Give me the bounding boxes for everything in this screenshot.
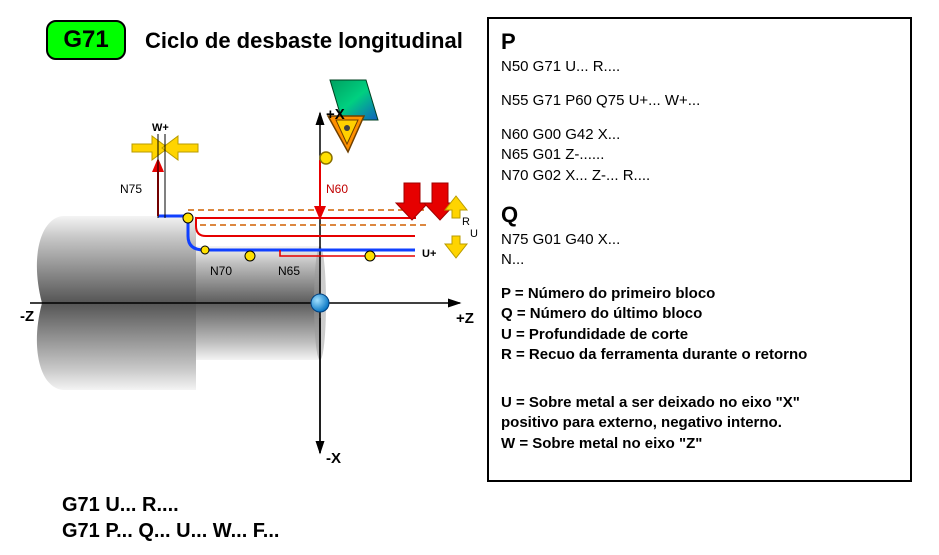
n70-label: N70 bbox=[210, 264, 232, 278]
p-line: N50 G71 U... R.... bbox=[501, 57, 898, 77]
r-label: R bbox=[462, 216, 470, 228]
g-code-badge: G71 bbox=[46, 20, 126, 60]
p-line: N65 G01 Z-...... bbox=[501, 145, 898, 165]
w-label: W+ bbox=[152, 122, 169, 134]
diagram-svg bbox=[20, 68, 480, 488]
u-plus-label: U+ bbox=[422, 248, 436, 260]
minus-x-label: -X bbox=[326, 450, 341, 467]
def-line: P = Número do primeiro bloco bbox=[501, 284, 898, 304]
p-line: N60 G00 G42 X... bbox=[501, 125, 898, 145]
syntax-line-1: G71 U... R.... bbox=[62, 492, 279, 518]
def-line: U = Sobre metal a ser deixado no eixo "X… bbox=[501, 393, 898, 413]
depth-arrows-red bbox=[396, 183, 456, 220]
p-header: P bbox=[501, 27, 898, 57]
red-motions bbox=[158, 160, 416, 256]
syntax-line-2: G71 P... Q... U... W... F... bbox=[62, 518, 279, 544]
plus-z-label: +Z bbox=[456, 310, 474, 327]
def-line: R = Recuo da ferramenta durante o retorn… bbox=[501, 345, 898, 365]
q-line: N... bbox=[501, 250, 898, 270]
n65-label: N65 bbox=[278, 264, 300, 278]
def-line: positivo para externo, negativo interno. bbox=[501, 413, 898, 433]
syntax-block: G71 U... R.... G71 P... Q... U... W... F… bbox=[62, 492, 279, 544]
plus-x-label: +X bbox=[326, 106, 345, 123]
n75-label: N75 bbox=[120, 182, 142, 196]
n60-label: N60 bbox=[326, 182, 348, 196]
q-line: N75 G01 G40 X... bbox=[501, 230, 898, 250]
u-label: U bbox=[470, 228, 478, 240]
parameter-panel: P N50 G71 U... R.... N55 G71 P60 Q75 U+.… bbox=[487, 17, 912, 482]
def-line: U = Profundidade de corte bbox=[501, 325, 898, 345]
def-line: Q = Número do último bloco bbox=[501, 304, 898, 324]
minus-z-label: -Z bbox=[20, 308, 34, 325]
cycle-diagram: +X -X +Z -Z W+ U+ R U N60 N65 N70 N75 bbox=[20, 68, 480, 488]
def-line: W = Sobre metal no eixo "Z" bbox=[501, 434, 898, 454]
p-line: N70 G02 X... Z-... R.... bbox=[501, 166, 898, 186]
origin-ball bbox=[311, 294, 329, 312]
page-title: Ciclo de desbaste longitudinal bbox=[145, 28, 463, 54]
badge-text: G71 bbox=[63, 26, 108, 54]
w-arrows bbox=[132, 134, 198, 218]
p-line: N55 G71 P60 Q75 U+... W+... bbox=[501, 91, 898, 111]
q-header: Q bbox=[501, 200, 898, 230]
